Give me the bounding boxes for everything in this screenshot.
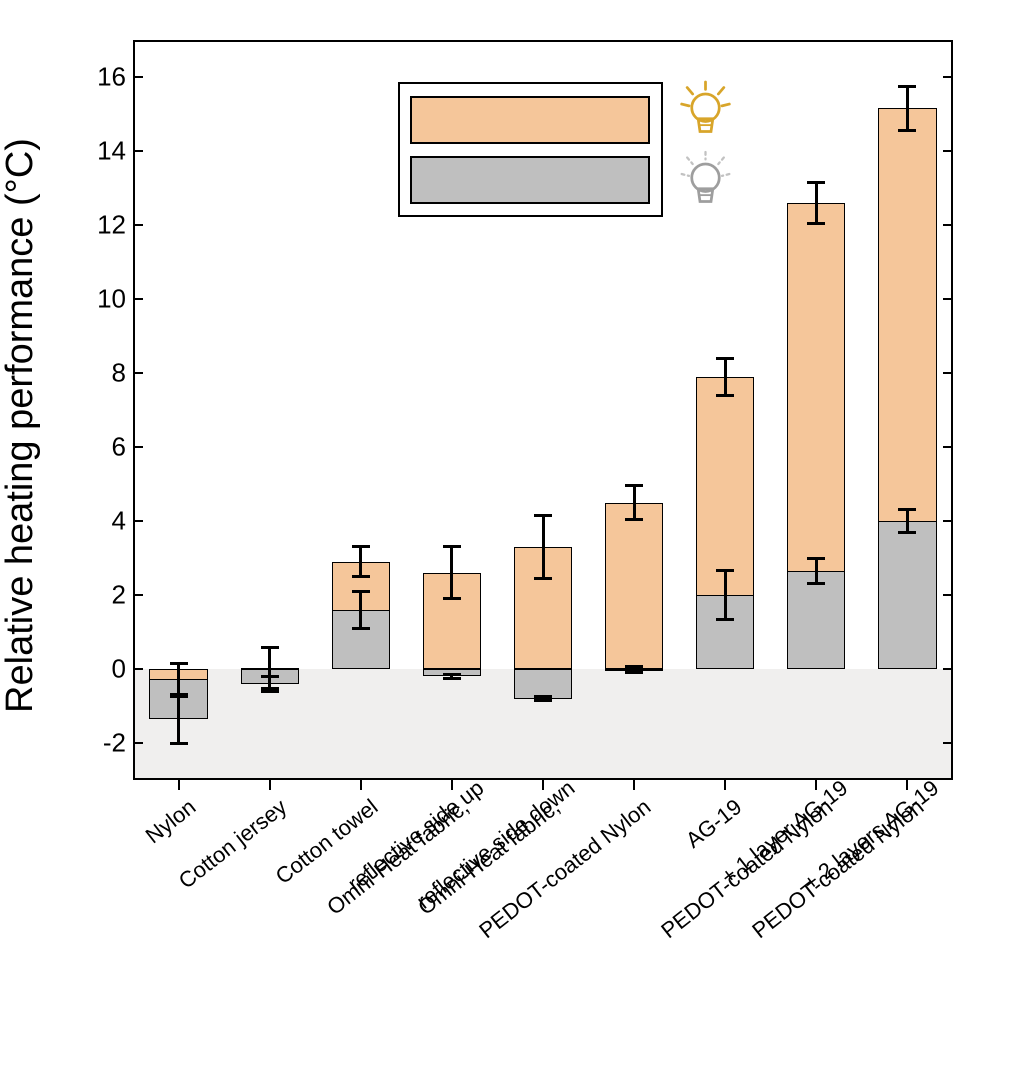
bar (514, 669, 572, 699)
xtick-mark (815, 780, 817, 790)
legend-swatch-light-on (410, 96, 650, 144)
error-bar (906, 86, 909, 130)
xtick-mark (269, 780, 271, 790)
ytick-label: 4 (78, 506, 126, 537)
error-cap (534, 514, 552, 517)
error-cap (352, 590, 370, 593)
error-bar (542, 515, 545, 578)
ytick-mark (943, 372, 953, 374)
error-cap (352, 575, 370, 578)
error-cap (534, 695, 552, 698)
y-axis-label: Relative heating performance (°C) (0, 70, 50, 780)
error-bar (633, 486, 636, 519)
error-cap (716, 569, 734, 572)
bulb-off-icon (678, 150, 733, 210)
bar (878, 521, 936, 669)
error-cap (261, 646, 279, 649)
ytick-mark (943, 446, 953, 448)
error-cap (807, 557, 825, 560)
bar (605, 503, 663, 670)
error-cap (625, 484, 643, 487)
error-cap (898, 531, 916, 534)
error-cap (443, 597, 461, 600)
error-cap (261, 675, 279, 678)
ytick-mark (133, 446, 143, 448)
error-cap (625, 518, 643, 521)
error-cap (898, 508, 916, 511)
ytick-mark (133, 520, 143, 522)
bar (787, 571, 845, 669)
error-bar (177, 695, 180, 743)
error-cap (170, 742, 188, 745)
ytick-label: 16 (78, 62, 126, 93)
ytick-label: 8 (78, 358, 126, 389)
error-cap (352, 627, 370, 630)
error-cap (534, 699, 552, 702)
ytick-mark (133, 76, 143, 78)
chart-container: Relative heating performance (°C) (0, 0, 1030, 1068)
ytick-mark (133, 224, 143, 226)
error-bar (724, 358, 727, 395)
ytick-mark (943, 224, 953, 226)
ytick-mark (133, 150, 143, 152)
ytick-label: 2 (78, 580, 126, 611)
legend (398, 82, 663, 217)
error-cap (898, 129, 916, 132)
xtick-mark (178, 780, 180, 790)
error-cap (807, 582, 825, 585)
error-cap (261, 690, 279, 693)
error-cap (170, 693, 188, 696)
ytick-mark (943, 150, 953, 152)
ytick-mark (133, 298, 143, 300)
ytick-mark (943, 520, 953, 522)
error-bar (906, 510, 909, 532)
error-cap (170, 662, 188, 665)
xtick-mark (451, 780, 453, 790)
xtick-mark (633, 780, 635, 790)
plot-area: -20246810121416NylonCotton jerseyCotton … (133, 40, 953, 780)
ytick-label: -2 (78, 728, 126, 759)
xtick-mark (906, 780, 908, 790)
error-cap (352, 545, 370, 548)
error-cap (534, 577, 552, 580)
error-cap (807, 181, 825, 184)
ytick-mark (943, 298, 953, 300)
error-bar (815, 182, 818, 223)
error-cap (443, 545, 461, 548)
error-bar (359, 591, 362, 628)
error-cap (625, 665, 643, 668)
error-cap (443, 673, 461, 676)
error-bar (815, 558, 818, 584)
error-cap (443, 677, 461, 680)
error-cap (807, 222, 825, 225)
ytick-mark (133, 742, 143, 744)
error-cap (716, 357, 734, 360)
ytick-label: 12 (78, 210, 126, 241)
xtick-mark (542, 780, 544, 790)
error-cap (716, 618, 734, 621)
ytick-mark (133, 668, 143, 670)
error-cap (716, 394, 734, 397)
ytick-label: 0 (78, 654, 126, 685)
xtick-mark (724, 780, 726, 790)
ytick-mark (943, 594, 953, 596)
ytick-label: 10 (78, 284, 126, 315)
error-bar (450, 547, 453, 599)
xtick-mark (360, 780, 362, 790)
ytick-mark (943, 668, 953, 670)
error-bar (359, 547, 362, 577)
ytick-label: 6 (78, 432, 126, 463)
ytick-mark (133, 594, 143, 596)
ytick-mark (133, 372, 143, 374)
error-bar (177, 663, 180, 696)
legend-swatch-light-off (410, 156, 650, 204)
bulb-on-icon (678, 80, 733, 140)
error-cap (625, 671, 643, 674)
error-bar (724, 571, 727, 619)
error-cap (898, 85, 916, 88)
ytick-mark (943, 742, 953, 744)
ytick-label: 14 (78, 136, 126, 167)
ytick-mark (943, 76, 953, 78)
